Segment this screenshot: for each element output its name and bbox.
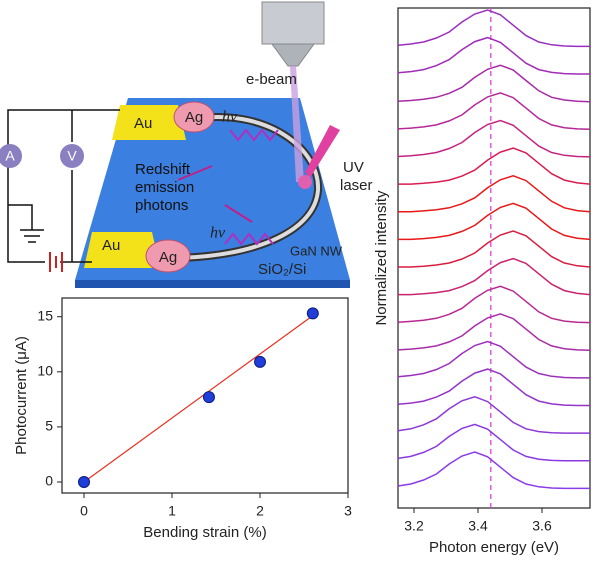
x-axis-label: Bending strain (%) [143, 524, 266, 541]
photon-wave [229, 128, 279, 142]
spectrum [398, 230, 591, 268]
spectrum [397, 285, 591, 324]
plot-frame [61, 297, 349, 494]
spectrum [397, 396, 590, 434]
label: Au [102, 237, 120, 254]
label: photons [135, 197, 188, 214]
spectrum [398, 257, 591, 296]
spectrum [397, 340, 590, 379]
microscope [261, 1, 325, 45]
ground [8, 204, 44, 243]
y-tick-label: 10 [37, 363, 53, 379]
spectrum [398, 202, 591, 241]
label: Ag [185, 109, 203, 126]
label: laser [340, 177, 373, 194]
label: SiO₂/Si [258, 261, 306, 278]
spectrum [397, 423, 590, 462]
ag-contact [145, 239, 191, 273]
spectrum [397, 92, 591, 131]
data-point [306, 307, 319, 320]
x-tick-label: 3.2 [404, 518, 424, 534]
y-tick-label: 0 [45, 473, 53, 489]
microscope-tip [271, 43, 315, 67]
label: hν [222, 109, 238, 126]
ammeter [0, 144, 22, 168]
label: GaN NW [290, 243, 343, 258]
label: hν [210, 225, 226, 242]
label: UV [343, 159, 364, 176]
x-tick-label: 3 [344, 503, 352, 519]
voltmeter [60, 144, 84, 168]
spectrum [397, 36, 590, 75]
label: Ag [159, 249, 177, 266]
label: A [5, 148, 15, 164]
spectrum [397, 451, 590, 490]
arrow [177, 165, 213, 181]
data-point [78, 475, 90, 488]
e-beam [290, 66, 304, 182]
x-tick-label: 3.6 [532, 518, 552, 534]
spectrum [397, 119, 591, 158]
uv-laser [305, 125, 340, 178]
data-point [202, 391, 215, 404]
label: e-beam [246, 71, 297, 88]
nanowire-core [179, 115, 321, 260]
y-tick-label: 15 [37, 307, 53, 323]
label: emission [135, 179, 194, 196]
x-tick-label: 1 [168, 503, 176, 519]
substrate-edge [75, 280, 350, 288]
plot-frame [397, 7, 591, 509]
x-axis-label: Photon energy (eV) [429, 539, 559, 556]
label: V [67, 148, 77, 164]
ag-contact [173, 101, 215, 133]
label: Au [134, 115, 152, 132]
device-schematic: A V e-beam Au Ag Au Ag hν hν UV laser Re… [0, 1, 373, 288]
data-point [254, 355, 266, 368]
spectrum [398, 175, 591, 213]
spectrum [397, 368, 590, 407]
label: Redshift [135, 161, 191, 178]
au-pad [112, 105, 186, 140]
spectrum [397, 9, 590, 48]
laser-spot [298, 175, 312, 189]
spectrum [397, 313, 591, 352]
y-tick-label: 5 [45, 418, 53, 434]
x-tick-label: 2 [256, 503, 264, 519]
arrow [224, 204, 253, 223]
x-tick-label: 3.4 [468, 518, 488, 534]
spectrum [397, 64, 591, 103]
spectrum [398, 147, 591, 185]
y-axis-label: Photocurrent (μA) [13, 336, 30, 455]
circuit [7, 109, 120, 263]
y-axis-label: Normalized intensity [373, 190, 390, 326]
fit-line [83, 315, 314, 483]
au-pad [84, 232, 160, 268]
x-tick-label: 0 [80, 503, 88, 519]
photon-wave [224, 232, 274, 246]
